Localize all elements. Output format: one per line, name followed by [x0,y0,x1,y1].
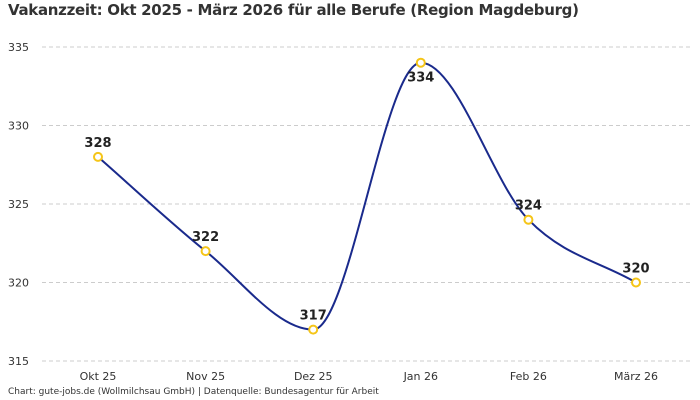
series-line [97,61,637,331]
data-label: 317 [300,309,327,324]
data-label: 320 [622,262,649,277]
x-tick-label: März 26 [614,370,658,383]
data-point [200,246,211,257]
data-point [523,214,534,225]
data-point [308,324,319,335]
y-tick-label: 330 [8,120,29,133]
y-tick-label: 335 [8,41,29,54]
y-tick-label: 320 [8,277,29,290]
chart-title: Vakanzzeit: Okt 2025 - März 2026 für all… [8,1,579,19]
y-tick-label: 315 [8,355,29,368]
data-point [631,277,641,288]
x-tick-label: Dez 25 [294,370,333,383]
data-point [415,57,426,68]
data-label: 328 [84,136,111,151]
y-tick-label: 325 [8,198,29,211]
data-label: 322 [192,230,219,245]
x-tick-label: Feb 26 [510,370,547,383]
x-tick-label: Okt 25 [80,370,117,383]
data-label: 324 [515,199,542,214]
data-label: 334 [407,71,434,86]
data-point [93,151,103,162]
x-tick-label: Jan 26 [403,370,438,383]
chart-footer-source: Chart: gute-jobs.de (Wollmilchsau GmbH) … [8,387,379,397]
x-tick-label: Nov 25 [186,370,225,383]
